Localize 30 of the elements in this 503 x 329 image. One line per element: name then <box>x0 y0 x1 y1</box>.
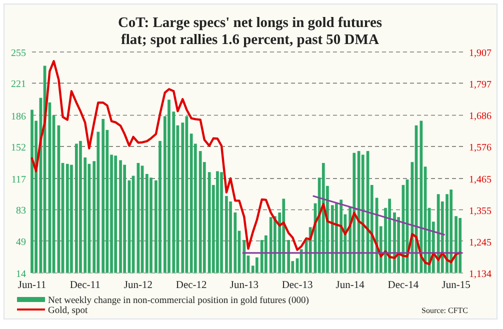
x-tick-label: Jun-15 <box>442 280 470 291</box>
y2-tick-label: 1,355 <box>469 206 492 217</box>
y2-tick-label: 1,686 <box>469 111 492 122</box>
y2-tick-label: 1,576 <box>469 142 492 154</box>
x-tick-label: Dec-11 <box>70 280 100 291</box>
x-tick-label: Dec-12 <box>176 280 207 291</box>
x-tick-label: Dec-13 <box>282 280 313 291</box>
legend-label: Net weekly change in non-commercial position in gold futures (000) <box>48 296 309 306</box>
y2-tick-label: 1,797 <box>469 79 492 90</box>
y-tick-label: 221 <box>11 79 26 90</box>
x-tick-label: Jun-11 <box>18 280 46 291</box>
y-tick-label: 255 <box>11 48 26 59</box>
y2-tick-label: 1,134 <box>469 269 492 280</box>
y-tick-label: 83 <box>16 206 26 217</box>
x-tick-label: Jun-12 <box>124 280 153 291</box>
y-tick-label: 49 <box>16 236 26 248</box>
y-tick-label: 117 <box>11 174 26 186</box>
y2-tick-label: 1,465 <box>469 174 492 186</box>
source-note: Source: CFTC <box>422 306 468 315</box>
y2-tick-label: 1,245 <box>469 237 492 248</box>
x-tick-label: Jun-14 <box>336 280 366 291</box>
x-tick-label: Dec-14 <box>388 280 420 291</box>
y-tick-label: 14 <box>16 269 26 280</box>
y-tick-label: 152 <box>11 142 26 154</box>
x-tick-label: Jun-13 <box>230 280 258 291</box>
legend-label: Gold, spot <box>48 306 88 316</box>
y2-tick-label: 1,907 <box>469 48 492 59</box>
chart-title: CoT: Large specs' net longs in gold futures flat; spot rallies 1.6 percent, past 50 DMA <box>118 15 382 48</box>
line-series <box>30 60 462 266</box>
y-tick-label: 186 <box>11 111 26 122</box>
